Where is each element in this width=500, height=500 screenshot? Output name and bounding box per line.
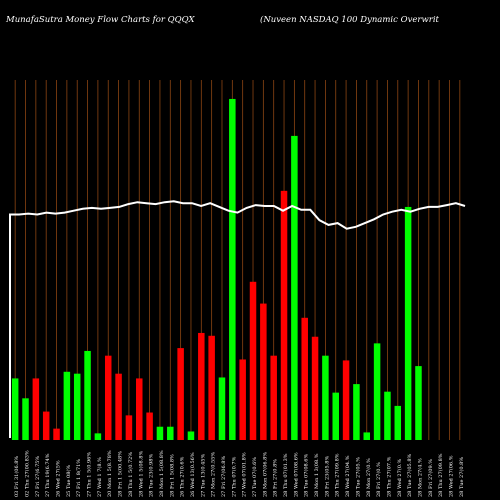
x-tick-label: 28 Mon 07(06.8% <box>261 452 268 497</box>
x-tick-label: 28 Fri 27(0.8% <box>272 459 279 497</box>
volume-bar <box>239 359 246 440</box>
volume-bar <box>136 378 143 440</box>
volume-bar <box>291 135 298 441</box>
x-tick-label: 28 Mon 27(4.% <box>416 458 423 497</box>
x-tick-label: 28 Fri 23(05.8% <box>323 456 330 497</box>
x-tick-label: 26 Thu 27(0.6% <box>179 456 186 497</box>
x-tick-label: 28 Fri 27(0.% <box>375 462 382 497</box>
x-tick-label: 28 Wed 27(04.% <box>344 455 351 497</box>
x-tick-label: 02 Thu 27(00.83% <box>24 450 31 497</box>
volume-bar <box>363 432 371 440</box>
x-tick-label: 27 Tue 07(0.6% <box>251 457 258 497</box>
volume-bar <box>311 336 319 440</box>
volume-bar <box>53 428 60 440</box>
x-tick-label: 27 Fri 1 8(71% <box>75 459 82 497</box>
volume-bar <box>322 355 329 440</box>
x-tick-label: 28 Thu 27(07.% <box>385 456 392 497</box>
volume-bar <box>22 398 29 440</box>
x-tick-label: 28 Wed 27(06.% <box>447 455 454 497</box>
x-tick-label: 27 Fri 27(06.8% <box>220 456 227 497</box>
volume-bar <box>94 433 102 440</box>
x-tick-label: 28 Tue 27(05.8% <box>406 453 413 497</box>
volume-bar <box>415 366 422 440</box>
volume-bar <box>229 98 236 441</box>
x-tick-label: 27 Wed 07(01.8% <box>241 452 248 497</box>
volume-bar <box>115 373 122 440</box>
volume-bar <box>394 405 402 440</box>
volume-bar <box>156 426 164 440</box>
volume-bar <box>249 281 257 440</box>
x-tick-label: 28 Tue 27(05.% <box>354 457 361 497</box>
x-tick-label: 28 Fri 1 5(00.48% <box>117 451 124 497</box>
x-tick-label: 25 Tue 08(% <box>65 465 72 497</box>
volume-bar <box>301 317 308 440</box>
volume-bar <box>218 377 226 440</box>
volume-bar <box>73 373 81 440</box>
volume-bar <box>342 360 350 440</box>
x-tick-label: 28 Mon 27(0.% <box>365 458 372 497</box>
chart-title: MunafaSutra Money Flow Charts for QQQX <box>5 15 196 25</box>
volume-bar <box>42 411 50 440</box>
x-tick-label: 27 Wed 1 7(8.% <box>96 457 103 497</box>
volume-bar <box>125 415 133 440</box>
x-tick-label: 28 Tue 27(0.8% <box>458 457 465 497</box>
x-tick-label: 28 Tue 07(08.6% <box>303 453 310 497</box>
volume-bar <box>280 190 288 440</box>
x-tick-label: 28 Fri 27(09.% <box>427 459 434 497</box>
chart-subtitle: (Nuveen NASDAQ 100 Dynamic Overwrit <box>260 14 440 25</box>
volume-bar <box>198 332 205 440</box>
x-tick-label: 28 Fri 1 5(08.8% <box>168 454 175 497</box>
volume-bar <box>404 206 412 440</box>
x-tick-label: 28 Tue 23(0.98% <box>148 453 155 497</box>
volume-bar <box>270 355 277 440</box>
x-tick-label: 20 Mon 1 5(8.78% <box>106 450 113 497</box>
volume-bars <box>11 98 422 441</box>
x-tick-labels: 03 Fri 31(06.8% 02 Thu 27(00.83% 27 Fri 27… <box>13 450 465 497</box>
volume-bar <box>32 378 40 440</box>
x-tick-label: 27 Thu 07(0.7% <box>230 456 237 497</box>
x-tick-label: 27 Mon 27(0.55% <box>210 452 217 497</box>
money-flow-line <box>9 200 466 438</box>
volume-bar <box>11 378 19 440</box>
x-tick-label: 28 Mon 1 3(08.% <box>313 453 320 497</box>
x-tick-label: 28 Wed 07(08.6% <box>292 452 299 497</box>
x-tick-label: 27 Fri 27(6.75% <box>34 456 41 497</box>
x-tick-label: 28 Thu 27(09.8% <box>437 453 444 497</box>
volume-bar <box>63 371 71 440</box>
x-tick-label: 28 Thu 1 5(0.72% <box>127 452 134 497</box>
x-tick-label: 27 Thu 1 5(0.96% <box>86 452 93 497</box>
x-tick-label: 28 Thu 07(01.3% <box>282 453 289 497</box>
x-tick-label: 28 Wed 27(0.% <box>396 458 403 497</box>
volume-bar <box>146 412 153 440</box>
volume-bar <box>177 348 184 440</box>
x-tick-label: 28 Thu 27(09.8% <box>334 453 341 497</box>
x-tick-label: 27 Thu 19(6.74% <box>44 453 51 497</box>
volume-bar <box>353 384 360 440</box>
volume-bar <box>384 391 391 440</box>
volume-bar <box>84 350 91 440</box>
x-tick-label: 28 Mon 1 5(08.8% <box>158 450 165 497</box>
volume-bar <box>208 335 215 440</box>
volume-bar <box>187 431 195 440</box>
volume-bar <box>167 426 174 440</box>
x-tick-label: 26 Wed 27(5% <box>55 460 62 497</box>
x-tick-label: 26 Wed 13(0.56% <box>189 452 196 497</box>
x-tick-label: 27 Tue 13(0.45% <box>199 453 206 497</box>
volume-bar <box>373 343 381 440</box>
volume-bar <box>260 303 267 440</box>
volume-bar <box>104 355 112 440</box>
volume-bar <box>332 392 339 440</box>
x-tick-label: 03 Fri 31(06.8% <box>13 456 20 497</box>
x-tick-label: 28 Wed 1 5(08.8% <box>137 451 144 497</box>
